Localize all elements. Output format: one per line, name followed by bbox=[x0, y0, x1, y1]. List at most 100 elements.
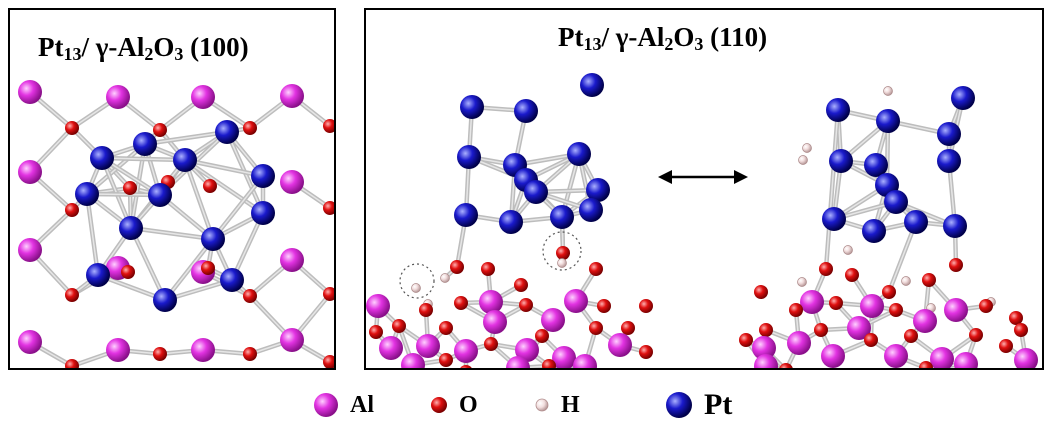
bond-highlight bbox=[212, 175, 264, 240]
pt-atom bbox=[937, 122, 961, 146]
o-atom bbox=[779, 363, 793, 368]
o-atom bbox=[814, 323, 828, 337]
o-atom bbox=[589, 321, 603, 335]
o-atom bbox=[460, 365, 472, 368]
o-atom bbox=[203, 179, 217, 193]
o-atom-icon bbox=[431, 397, 447, 413]
al-atom bbox=[552, 346, 576, 368]
panel-title-100: Pt13/ γ-Al2O3 (100) bbox=[38, 32, 249, 64]
o-atom bbox=[323, 119, 334, 133]
o-atom bbox=[323, 201, 334, 215]
al-atom bbox=[573, 354, 597, 368]
bond-highlight bbox=[888, 221, 917, 293]
al-atom bbox=[479, 290, 503, 314]
panel-pt13-al2o3-110: Pt13/ γ-Al2O3 (110) bbox=[364, 8, 1044, 370]
h-atom bbox=[901, 276, 911, 286]
bond-highlight bbox=[825, 109, 839, 270]
double-arrow-icon bbox=[658, 170, 748, 184]
al-atom bbox=[847, 316, 871, 340]
pt-atom bbox=[904, 210, 928, 234]
al-atom bbox=[280, 328, 304, 352]
pt-atom bbox=[457, 145, 481, 169]
pt-atom bbox=[251, 164, 275, 188]
h-atom bbox=[797, 277, 807, 287]
pt-atom bbox=[499, 210, 523, 234]
pt-atom bbox=[215, 120, 239, 144]
bond-highlight bbox=[101, 157, 186, 161]
pt-atom bbox=[133, 132, 157, 156]
pt-atom bbox=[514, 99, 538, 123]
structure-100-svg bbox=[18, 80, 334, 368]
al-atom bbox=[884, 344, 908, 368]
al-atom bbox=[608, 333, 632, 357]
al-atom bbox=[541, 308, 565, 332]
legend-item-o: O bbox=[429, 385, 478, 425]
pt-atom bbox=[454, 203, 478, 227]
pt-atom bbox=[173, 148, 197, 172]
o-atom bbox=[882, 285, 896, 299]
bond-highlight bbox=[86, 193, 99, 276]
atoms bbox=[18, 80, 334, 368]
h-atom bbox=[557, 258, 567, 268]
o-atom bbox=[65, 203, 79, 217]
al-atom bbox=[416, 334, 440, 358]
pt-atom bbox=[829, 149, 853, 173]
o-atom bbox=[979, 299, 993, 313]
pt-atom bbox=[580, 73, 604, 97]
pt-atom bbox=[550, 205, 574, 229]
o-atom bbox=[621, 321, 635, 335]
o-atom bbox=[1009, 311, 1023, 325]
pt-atom bbox=[586, 178, 610, 202]
o-atom bbox=[419, 303, 433, 317]
o-atom bbox=[514, 278, 528, 292]
o-atom bbox=[754, 285, 768, 299]
o-atom bbox=[919, 361, 933, 368]
o-atom bbox=[999, 339, 1013, 353]
bond-highlight bbox=[184, 159, 214, 240]
pt-atom bbox=[86, 263, 110, 287]
al-atom bbox=[930, 347, 954, 368]
al-atom bbox=[787, 331, 811, 355]
h-atom bbox=[843, 245, 853, 255]
o-atom bbox=[65, 121, 79, 135]
structure-110-svg bbox=[366, 73, 1038, 368]
o-atom bbox=[535, 329, 549, 343]
o-atom bbox=[454, 296, 468, 310]
al-atom bbox=[18, 238, 42, 262]
al-atom bbox=[18, 330, 42, 354]
o-atom bbox=[969, 328, 983, 342]
pt-atom bbox=[876, 109, 900, 133]
al-atom bbox=[515, 338, 539, 362]
pt-atom-icon bbox=[666, 392, 692, 418]
bond-highlight bbox=[86, 193, 161, 196]
o-atom bbox=[439, 321, 453, 335]
pt-atom bbox=[251, 201, 275, 225]
o-atom bbox=[819, 262, 833, 276]
o-atom bbox=[949, 258, 963, 272]
bond-highlight bbox=[184, 159, 264, 214]
al-atom bbox=[366, 294, 390, 318]
al-atom bbox=[821, 344, 845, 368]
legend-label-pt: Pt bbox=[704, 388, 733, 421]
o-atom bbox=[481, 262, 495, 276]
panel-pt13-al2o3-100: Pt13/ γ-Al2O3 (100) bbox=[8, 8, 336, 370]
o-atom bbox=[739, 333, 753, 347]
al-atom bbox=[752, 336, 776, 360]
pt-atom bbox=[148, 183, 172, 207]
legend-item-pt: Pt bbox=[664, 385, 732, 425]
al-atom bbox=[564, 289, 588, 313]
element-legend: Al O H Pt bbox=[0, 385, 1046, 425]
panel-title-110: Pt13/ γ-Al2O3 (110) bbox=[558, 22, 768, 54]
pt-atom bbox=[951, 86, 975, 110]
al-atom bbox=[944, 298, 968, 322]
legend-label-al: Al bbox=[350, 391, 374, 418]
h-atom bbox=[440, 273, 450, 283]
o-atom bbox=[243, 347, 257, 361]
o-atom bbox=[789, 303, 803, 317]
bond-highlight bbox=[231, 212, 264, 281]
al-atom bbox=[506, 356, 530, 368]
pt-atom bbox=[943, 214, 967, 238]
al-atom bbox=[483, 310, 507, 334]
o-atom bbox=[369, 325, 383, 339]
o-atom bbox=[519, 298, 533, 312]
